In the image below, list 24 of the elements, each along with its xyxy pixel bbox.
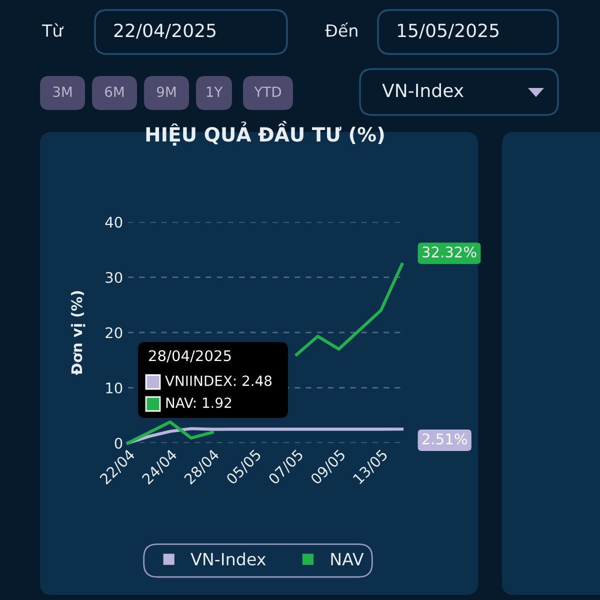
text: VN-Index xyxy=(382,83,464,98)
data-label: 32.32% xyxy=(422,246,476,258)
y-tick-label: 10 xyxy=(106,382,122,394)
text: 9M xyxy=(156,86,176,98)
legend-label: VN-Index xyxy=(190,552,266,566)
text: YTD xyxy=(254,86,282,97)
data-label: 2.51% xyxy=(422,433,467,444)
y-tick-label: 40 xyxy=(105,216,122,228)
text: 6M xyxy=(105,86,124,98)
y-axis-title: Đơn vị (%) xyxy=(70,291,86,375)
y-tick-label: 0 xyxy=(114,438,122,449)
y-tick-label: 20 xyxy=(106,327,122,338)
y-tick-label: 30 xyxy=(106,272,122,283)
text: 1Y xyxy=(206,86,223,97)
annotation: VNIINDEX: 2.48 xyxy=(165,376,272,386)
text: 22/04/2025 xyxy=(114,24,216,39)
text: 3M xyxy=(53,86,72,98)
text: Đến xyxy=(325,22,358,37)
legend-label: NAV xyxy=(331,553,364,566)
text: Từ xyxy=(42,23,64,37)
annotation: NAV: 1.92 xyxy=(166,398,232,408)
text: 15/05/2025 xyxy=(398,24,498,39)
chart-title: HIỆU QUẢ ĐẦU TƯ (%) xyxy=(146,120,384,146)
annotation: 28/04/2025 xyxy=(149,350,231,362)
